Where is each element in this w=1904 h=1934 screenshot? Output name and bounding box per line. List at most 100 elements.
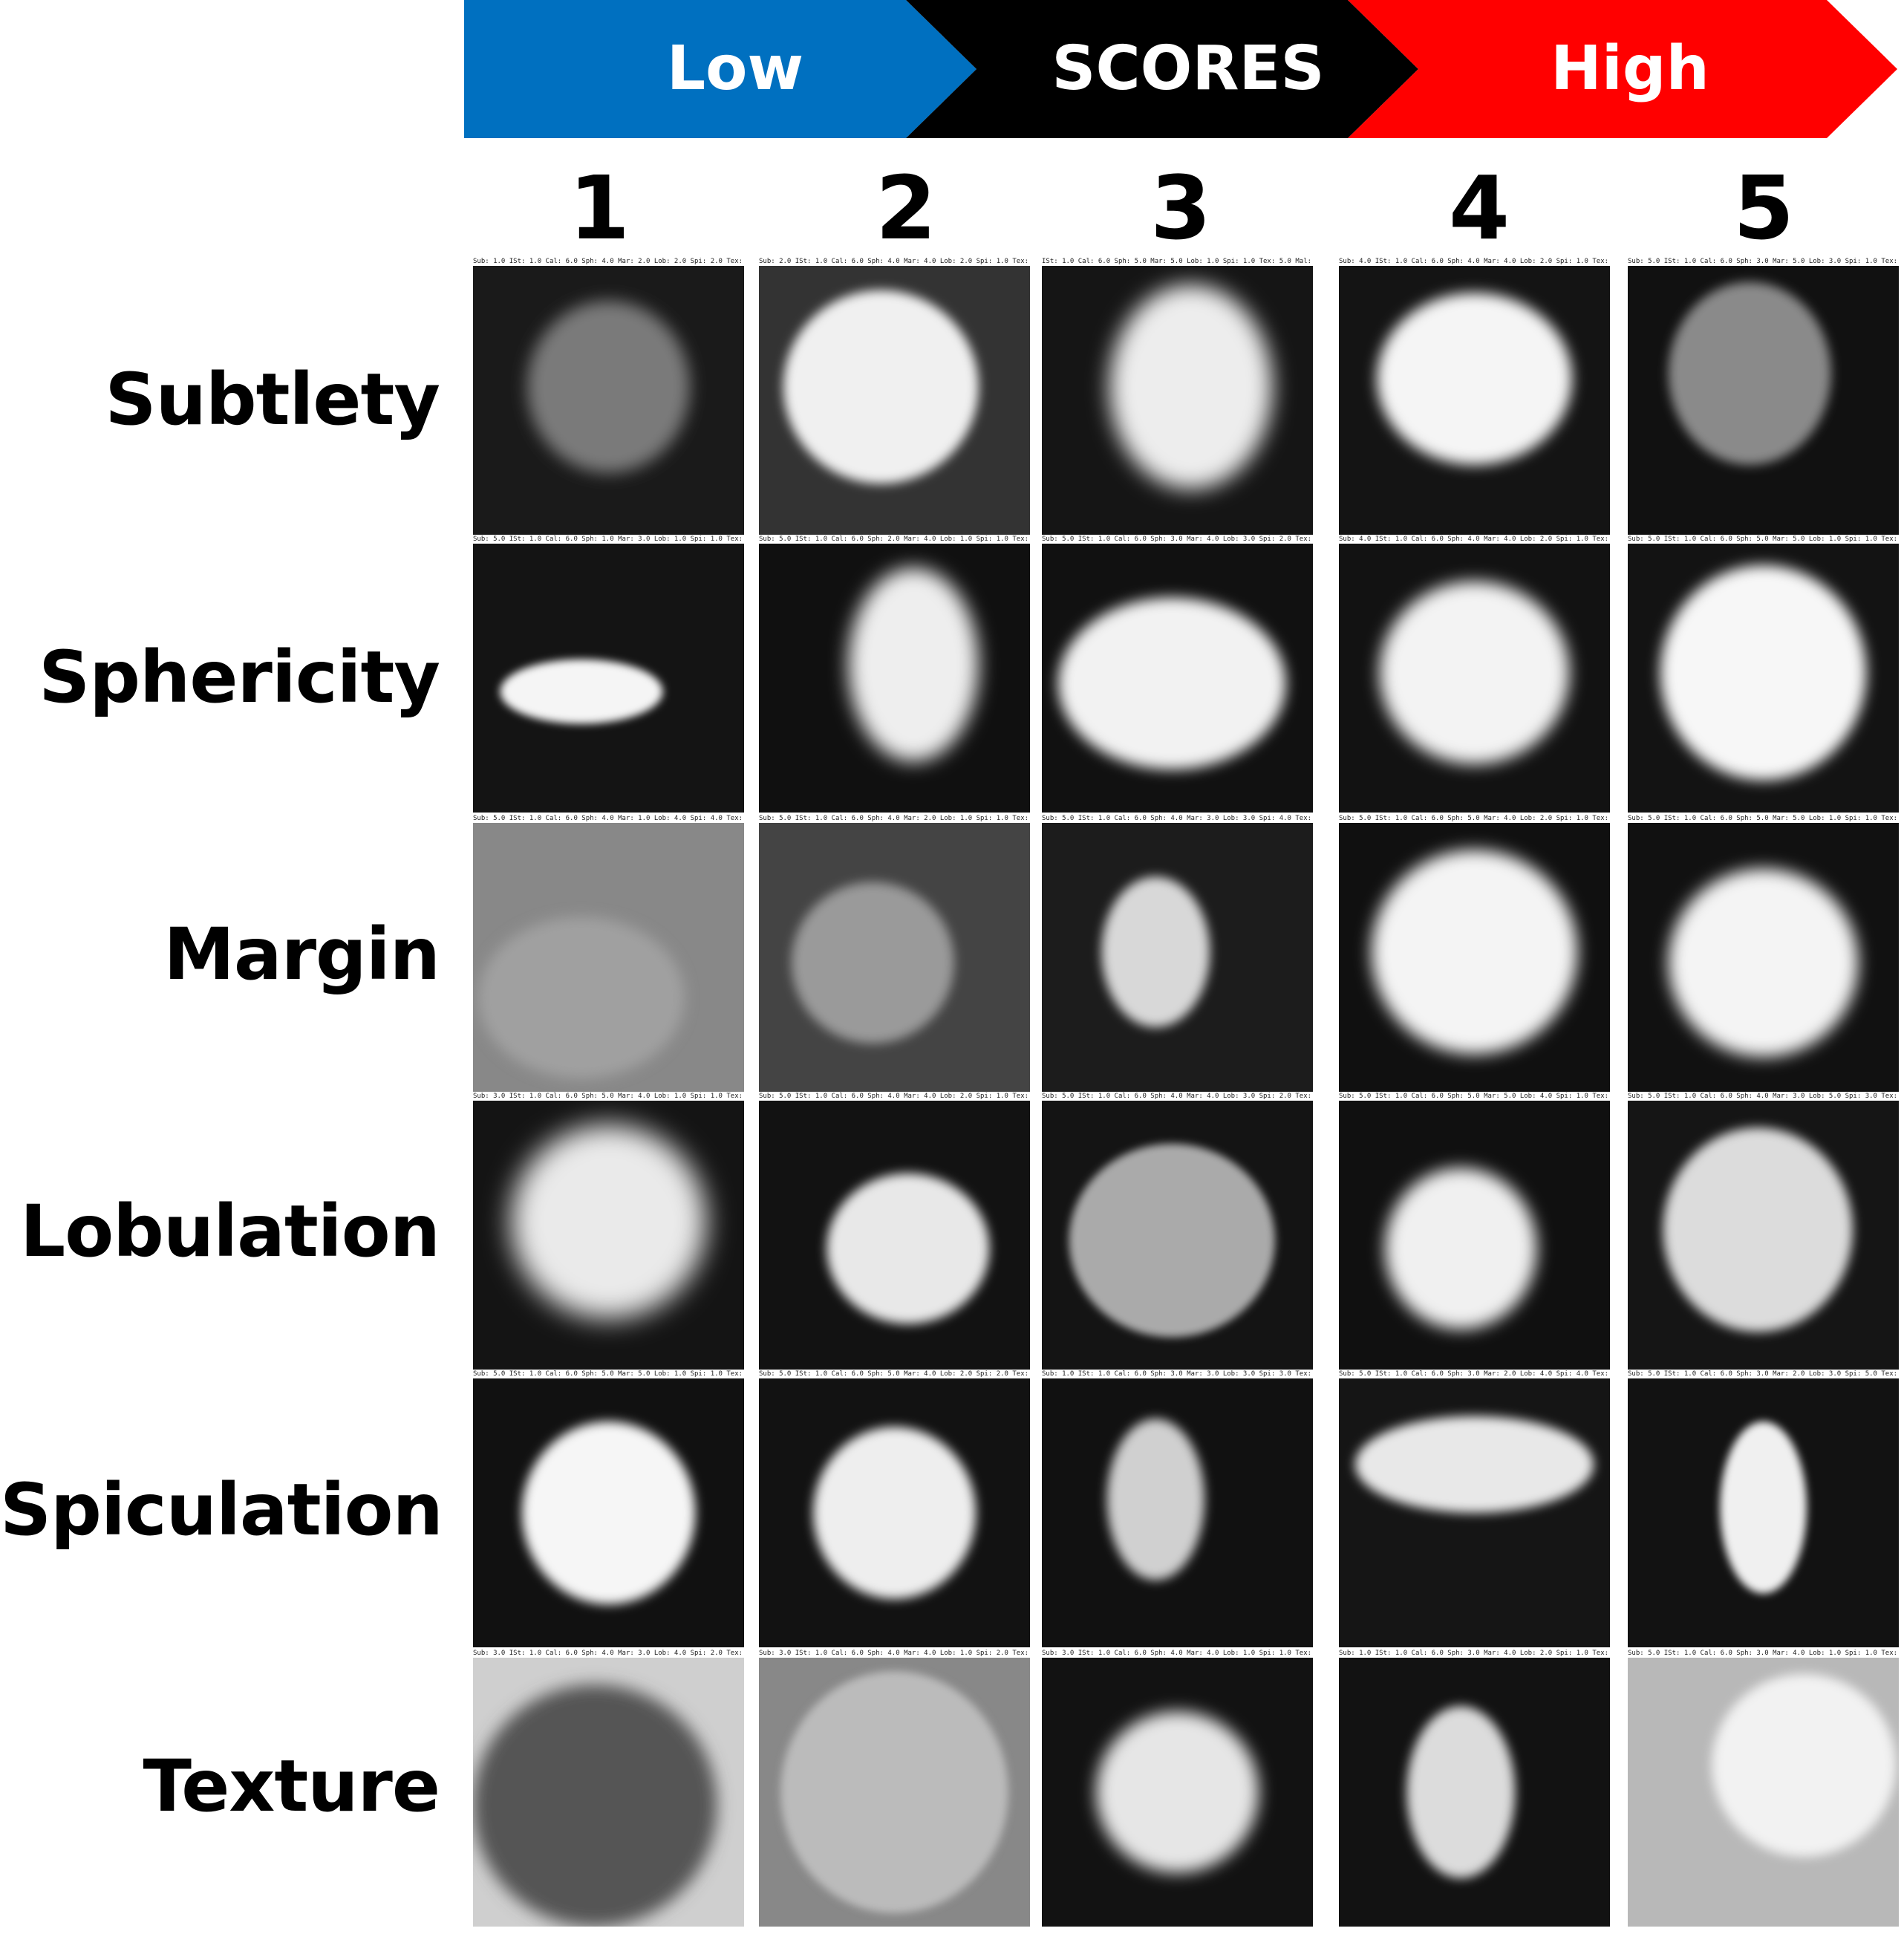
- nodule-annotation-caption: Sub: 5.0 ISt: 1.0 Cal: 6.0 Sph: 5.0 Mar:…: [759, 1370, 1030, 1378]
- nodule-ct-image: [1339, 266, 1610, 535]
- nodule-blob: [1712, 1673, 1897, 1857]
- nodule-ct-image: [473, 1101, 744, 1370]
- nodule-blob: [1069, 1143, 1275, 1338]
- nodule-ct-image: [1042, 1378, 1313, 1647]
- nodule-annotation-caption: Sub: 5.0 ISt: 1.0 Cal: 6.0 Sph: 3.0 Mar:…: [1628, 258, 1899, 265]
- row-label-subtlety: Subtlety: [105, 358, 440, 441]
- nodule-blob: [527, 301, 690, 473]
- nodule-ct-image: [1042, 544, 1313, 813]
- nodule-ct-image: [473, 266, 744, 535]
- nodule-annotation-caption: Sub: 5.0 ISt: 1.0 Cal: 6.0 Sph: 3.0 Mar:…: [1339, 1370, 1610, 1378]
- nodule-ct-image: [1628, 544, 1899, 813]
- nodule-blob: [1660, 564, 1867, 781]
- nodule-blob: [827, 1173, 990, 1324]
- scores-arrow-segment: [906, 0, 1418, 138]
- nodule-ct-image: [759, 1658, 1030, 1927]
- nodule-annotation-caption: Sub: 3.0 ISt: 1.0 Cal: 6.0 Sph: 4.0 Mar:…: [1042, 1650, 1313, 1657]
- nodule-ct-image: [1042, 1101, 1313, 1370]
- nodule-blob: [478, 916, 685, 1078]
- nodule-ct-image: [1339, 1378, 1610, 1647]
- nodule-blob: [848, 567, 979, 762]
- nodule-ct-image: [473, 1378, 744, 1647]
- nodule-annotation-caption: Sub: 5.0 ISt: 1.0 Cal: 6.0 Sph: 5.0 Mar:…: [1339, 815, 1610, 822]
- scores-label: SCORES: [1052, 33, 1324, 104]
- nodule-ct-image: [1339, 823, 1610, 1092]
- nodule-annotation-caption: Sub: 4.0 ISt: 1.0 Cal: 6.0 Sph: 4.0 Mar:…: [1339, 258, 1610, 265]
- nodule-blob: [521, 1421, 696, 1605]
- nodule-annotation-caption: Sub: 5.0 ISt: 1.0 Cal: 6.0 Sph: 4.0 Mar:…: [759, 815, 1030, 822]
- row-label-lobulation: Lobulation: [20, 1190, 440, 1273]
- column-score-5: 5: [1732, 157, 1795, 259]
- nodule-annotation-caption: Sub: 5.0 ISt: 1.0 Cal: 6.0 Sph: 5.0 Mar:…: [1628, 535, 1899, 543]
- nodule-blob: [1106, 1419, 1204, 1580]
- nodule-annotation-caption: ISt: 1.0 Cal: 6.0 Sph: 5.0 Mar: 5.0 Lob:…: [1042, 258, 1313, 265]
- column-score-1: 1: [568, 157, 630, 259]
- nodule-ct-image: [1628, 266, 1899, 535]
- nodule-blob: [1379, 581, 1570, 764]
- nodule-ct-image: [759, 544, 1030, 813]
- nodule-annotation-caption: Sub: 5.0 ISt: 1.0 Cal: 6.0 Sph: 2.0 Mar:…: [759, 535, 1030, 543]
- nodule-annotation-caption: Sub: 5.0 ISt: 1.0 Cal: 6.0 Sph: 5.0 Mar:…: [1339, 1093, 1610, 1100]
- nodule-ct-image: [1042, 1658, 1313, 1927]
- nodule-blob: [1096, 1711, 1259, 1873]
- nodule-ct-image: [759, 266, 1030, 535]
- nodule-annotation-caption: Sub: 5.0 ISt: 1.0 Cal: 6.0 Sph: 4.0 Mar:…: [1042, 1093, 1313, 1100]
- nodule-blob: [1668, 868, 1859, 1057]
- nodule-ct-image: [1628, 823, 1899, 1092]
- nodule-annotation-caption: Sub: 3.0 ISt: 1.0 Cal: 6.0 Sph: 4.0 Mar:…: [473, 1650, 744, 1657]
- nodule-ct-image: [473, 1658, 744, 1927]
- row-label-spiculation: Spiculation: [0, 1468, 443, 1552]
- nodule-annotation-caption: Sub: 5.0 ISt: 1.0 Cal: 6.0 Sph: 3.0 Mar:…: [1628, 1370, 1899, 1378]
- nodule-blob: [1354, 1416, 1594, 1513]
- nodule-ct-image: [473, 544, 744, 813]
- nodule-ct-image: [1042, 266, 1313, 535]
- low-arrow-segment: [464, 0, 977, 138]
- nodule-ct-image: [759, 823, 1030, 1092]
- high-arrow-segment: [1348, 0, 1897, 138]
- nodule-annotation-caption: Sub: 2.0 ISt: 1.0 Cal: 6.0 Sph: 4.0 Mar:…: [759, 258, 1030, 265]
- high-label: High: [1551, 33, 1709, 104]
- nodule-ct-image: [1339, 544, 1610, 813]
- nodule-ct-image: [1628, 1658, 1899, 1927]
- nodule-blob: [780, 1671, 1008, 1913]
- nodule-annotation-caption: Sub: 3.0 ISt: 1.0 Cal: 6.0 Sph: 5.0 Mar:…: [473, 1093, 744, 1100]
- nodule-annotation-caption: Sub: 5.0 ISt: 1.0 Cal: 6.0 Sph: 5.0 Mar:…: [1628, 815, 1899, 822]
- nodule-annotation-caption: Sub: 5.0 ISt: 1.0 Cal: 6.0 Sph: 1.0 Mar:…: [473, 535, 744, 543]
- nodule-ct-image: [473, 823, 744, 1092]
- nodule-blob: [1385, 1168, 1537, 1329]
- row-label-margin: Margin: [163, 913, 440, 996]
- nodule-blob: [1377, 293, 1572, 465]
- nodule-blob: [1057, 597, 1286, 770]
- column-score-4: 4: [1448, 157, 1510, 259]
- nodule-ct-image: [1628, 1378, 1899, 1647]
- nodule-blob: [1101, 876, 1210, 1028]
- nodule-ct-image: [1339, 1101, 1610, 1370]
- nodule-annotation-caption: Sub: 4.0 ISt: 1.0 Cal: 6.0 Sph: 4.0 Mar:…: [1339, 535, 1610, 543]
- nodule-annotation-caption: Sub: 1.0 ISt: 1.0 Cal: 6.0 Sph: 3.0 Mar:…: [1339, 1650, 1610, 1657]
- nodule-blob: [473, 1684, 717, 1927]
- nodule-ct-image: [759, 1378, 1030, 1647]
- nodule-blob: [1406, 1706, 1516, 1878]
- nodule-annotation-caption: Sub: 1.0 ISt: 1.0 Cal: 6.0 Sph: 4.0 Mar:…: [473, 258, 744, 265]
- nodule-blob: [813, 1427, 976, 1599]
- nodule-annotation-caption: Sub: 3.0 ISt: 1.0 Cal: 6.0 Sph: 4.0 Mar:…: [759, 1650, 1030, 1657]
- row-label-sphericity: Sphericity: [39, 636, 440, 719]
- nodule-blob: [1720, 1421, 1807, 1594]
- score-scale-banner: Low SCORES High: [464, 0, 1897, 138]
- column-score-2: 2: [875, 157, 937, 259]
- nodule-annotation-caption: Sub: 5.0 ISt: 1.0 Cal: 6.0 Sph: 3.0 Mar:…: [1628, 1650, 1899, 1657]
- nodule-annotation-caption: Sub: 5.0 ISt: 1.0 Cal: 6.0 Sph: 5.0 Mar:…: [473, 1370, 744, 1378]
- column-score-3: 3: [1150, 157, 1212, 259]
- nodule-blob: [1109, 284, 1273, 489]
- row-label-texture: Texture: [143, 1745, 440, 1828]
- nodule-ct-image: [759, 1101, 1030, 1370]
- nodule-annotation-caption: Sub: 5.0 ISt: 1.0 Cal: 6.0 Sph: 4.0 Mar:…: [1042, 815, 1313, 822]
- nodule-ct-image: [1339, 1658, 1610, 1927]
- nodule-ct-image: [1628, 1101, 1899, 1370]
- low-label: Low: [667, 33, 803, 104]
- nodule-ct-image: [1042, 823, 1313, 1092]
- nodule-annotation-caption: Sub: 5.0 ISt: 1.0 Cal: 6.0 Sph: 4.0 Mar:…: [1628, 1093, 1899, 1100]
- nodule-blob: [1668, 281, 1831, 465]
- nodule-blob: [511, 1124, 706, 1319]
- nodule-blob: [791, 882, 954, 1043]
